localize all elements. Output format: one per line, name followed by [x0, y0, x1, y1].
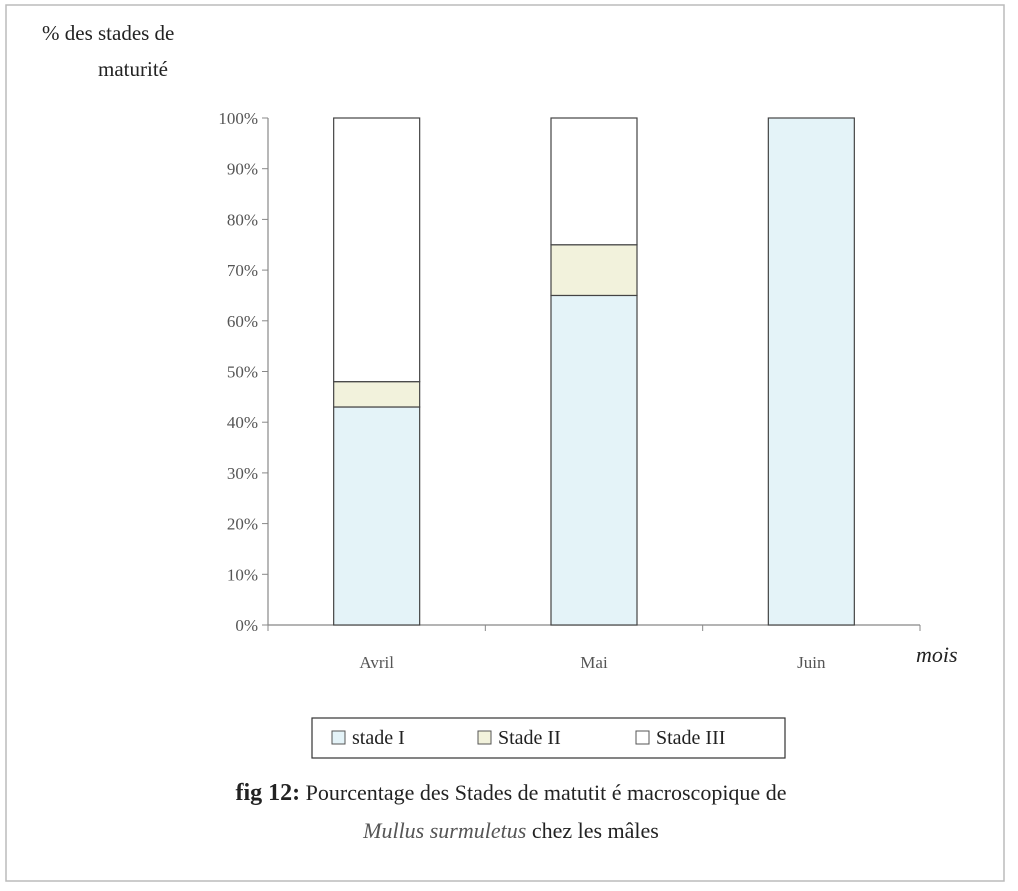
- x-tick-label: Avril: [359, 653, 394, 672]
- x-axis-label: mois: [916, 642, 958, 667]
- x-tick-label: Mai: [580, 653, 608, 672]
- bar-segment: [550, 244, 638, 297]
- bar-segment: [550, 117, 638, 246]
- y-tick-label: 60%: [227, 312, 258, 331]
- y-tick-label: 20%: [227, 515, 258, 534]
- y-tick-label: 0%: [235, 616, 258, 635]
- legend-swatch: [477, 730, 492, 745]
- y-tick-label: 40%: [227, 413, 258, 432]
- caption-text: Pourcentage des Stades de matutit é macr…: [306, 780, 787, 805]
- y-tick-label: 50%: [227, 363, 258, 382]
- caption: Mullus surmuletus chez les mâles: [362, 818, 659, 843]
- bar-segment: [333, 117, 421, 383]
- y-axis-label: maturité: [98, 57, 168, 81]
- caption: fig 12: Pourcentage des Stades de matuti…: [236, 780, 787, 806]
- x-tick-label: Juin: [797, 653, 826, 672]
- bar-segment: [333, 381, 421, 408]
- y-tick-label: 30%: [227, 464, 258, 483]
- caption-text: chez les mâles: [532, 818, 659, 843]
- legend-swatch: [635, 730, 650, 745]
- y-tick-label: 80%: [227, 210, 258, 229]
- frame: [5, 4, 1005, 882]
- legend-swatch: [331, 730, 346, 745]
- y-tick-label: 70%: [227, 261, 258, 280]
- legend-label: stade I: [352, 727, 405, 749]
- y-tick-label: 100%: [218, 109, 258, 128]
- bar-segment: [333, 406, 421, 626]
- legend-box: [311, 717, 786, 759]
- legend-label: Stade III: [656, 727, 725, 749]
- legend-label: Stade II: [498, 727, 561, 749]
- caption-label: fig 12:: [236, 780, 301, 806]
- legend: stade I Stade II Stade III: [331, 727, 725, 749]
- y-tick-label: 90%: [227, 160, 258, 179]
- y-tick-label: 10%: [227, 565, 258, 584]
- caption-species: Mullus surmuletus: [362, 818, 526, 843]
- y-axis-label: % des stades de: [42, 21, 174, 45]
- bar-segment: [767, 117, 855, 626]
- bar-segment: [550, 294, 638, 626]
